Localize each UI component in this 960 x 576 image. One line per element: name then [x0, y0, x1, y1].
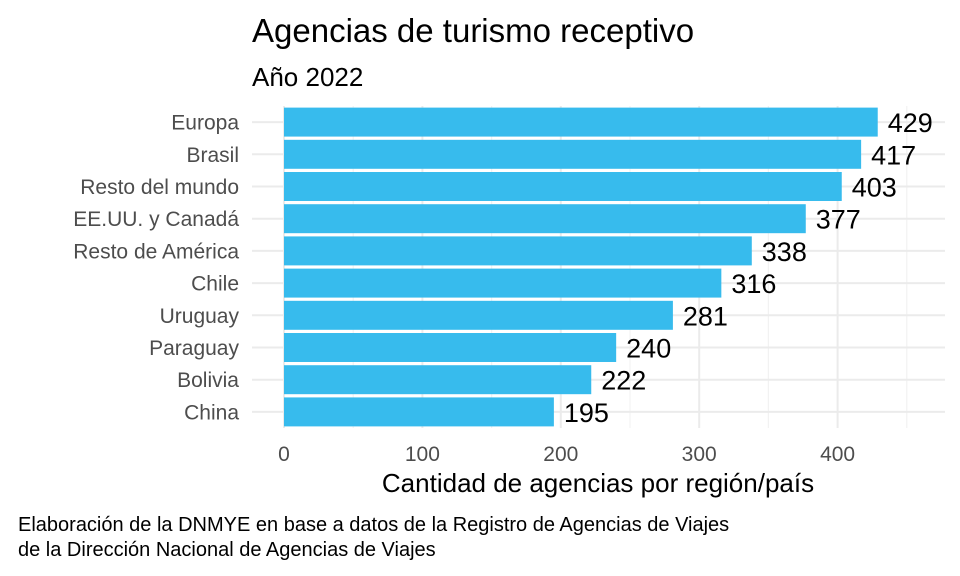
category-label: Chile [191, 273, 239, 296]
x-tick-label: 100 [405, 443, 440, 466]
category-label: Bolivia [177, 369, 239, 392]
caption-line-1: Elaboración de la DNMYE en base a datos … [18, 514, 729, 536]
bar [284, 268, 722, 298]
value-label: 429 [888, 108, 933, 138]
value-label: 338 [762, 237, 807, 267]
x-tick-labels: 0 100 200 300 400 [278, 443, 855, 466]
value-label: 195 [564, 398, 609, 428]
bar [284, 236, 752, 266]
category-label: Europa [171, 112, 239, 135]
chart-subtitle: Año 2022 [252, 62, 363, 92]
value-label: 417 [871, 140, 916, 170]
value-label: 377 [816, 205, 861, 235]
category-labels: Europa Brasil Resto del mundo EE.UU. y Cana… [73, 112, 239, 425]
category-label: Paraguay [149, 337, 239, 360]
value-label: 222 [601, 366, 646, 396]
bar [284, 300, 673, 330]
category-label: EE.UU. y Canadá [73, 208, 239, 231]
chart-title: Agencias de turismo receptivo [252, 12, 694, 49]
x-tick-label: 400 [820, 443, 855, 466]
value-label: 403 [852, 173, 897, 203]
bars [284, 107, 878, 427]
value-label: 316 [731, 269, 776, 299]
bar [284, 397, 554, 427]
bar [284, 333, 617, 362]
x-tick-label: 0 [278, 443, 290, 466]
category-label: Resto del mundo [80, 176, 239, 199]
x-tick-label: 200 [543, 443, 578, 466]
x-axis-label: Cantidad de agencias por región/país [382, 468, 814, 498]
category-label: Uruguay [160, 305, 240, 328]
value-label: 281 [683, 301, 728, 331]
bar [284, 139, 862, 169]
category-label: Resto de América [73, 240, 239, 263]
bar [284, 172, 842, 201]
bar [284, 365, 592, 395]
x-tick-label: 300 [682, 443, 717, 466]
category-label: China [184, 401, 239, 424]
caption-line-2: de la Dirección Nacional de Agencias de … [18, 539, 436, 561]
value-label: 240 [626, 334, 671, 364]
category-label: Brasil [186, 144, 239, 167]
bar [284, 107, 878, 137]
bar [284, 204, 806, 234]
